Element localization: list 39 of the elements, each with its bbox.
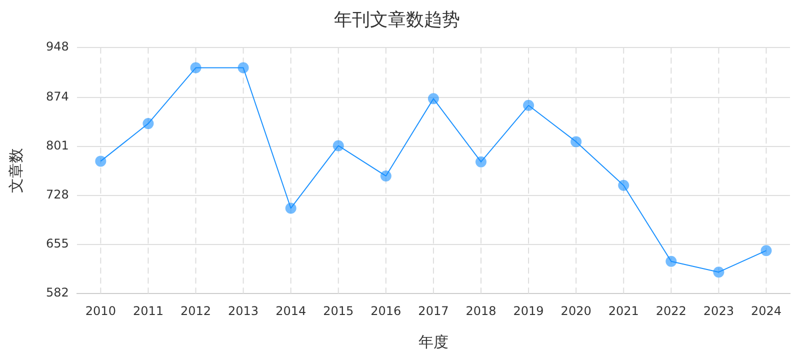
x-tick-label: 2018 [466, 304, 496, 318]
x-tick-label: 2010 [85, 304, 116, 318]
chart-title: 年刊文章数趋势 [334, 9, 460, 30]
point [618, 180, 630, 191]
point [332, 140, 344, 152]
x-tick-label: 2011 [132, 304, 164, 318]
point [285, 202, 296, 214]
y-tick-label: 728 [46, 188, 69, 202]
x-tick-label: 2015 [323, 304, 354, 318]
x-tick-label: 2016 [370, 304, 402, 318]
y-tick-label: 655 [46, 236, 69, 251]
x-axis-title: 年度 [418, 332, 448, 351]
x-tick-label: 2022 [656, 304, 686, 318]
point [666, 256, 677, 267]
y-tick-label: 948 [46, 40, 69, 54]
point [523, 100, 534, 111]
x-tick-label: 2014 [276, 304, 306, 318]
point [428, 93, 439, 104]
point [713, 266, 724, 278]
y-tick-label: 582 [46, 286, 69, 300]
x-tick-label: 2017 [418, 304, 449, 318]
x-tick-label: 2024 [750, 304, 782, 318]
point [570, 136, 582, 148]
x-tick-label: 2023 [703, 304, 734, 318]
x-tick-label: 2012 [180, 304, 212, 318]
y-axis-title: 文章数 [6, 148, 25, 194]
point [238, 62, 249, 74]
point [95, 156, 106, 167]
x-tick-label: 2013 [228, 304, 259, 318]
point [380, 170, 392, 182]
x-tick-label: 2021 [608, 304, 639, 318]
y-tick-label: 801 [46, 138, 69, 153]
point [142, 118, 154, 130]
x-tick-label: 2020 [560, 304, 592, 318]
point [475, 156, 486, 168]
x-tick-label: 2019 [513, 304, 544, 318]
point [190, 62, 202, 74]
y-tick-label: 874 [46, 89, 69, 104]
point [760, 245, 772, 256]
